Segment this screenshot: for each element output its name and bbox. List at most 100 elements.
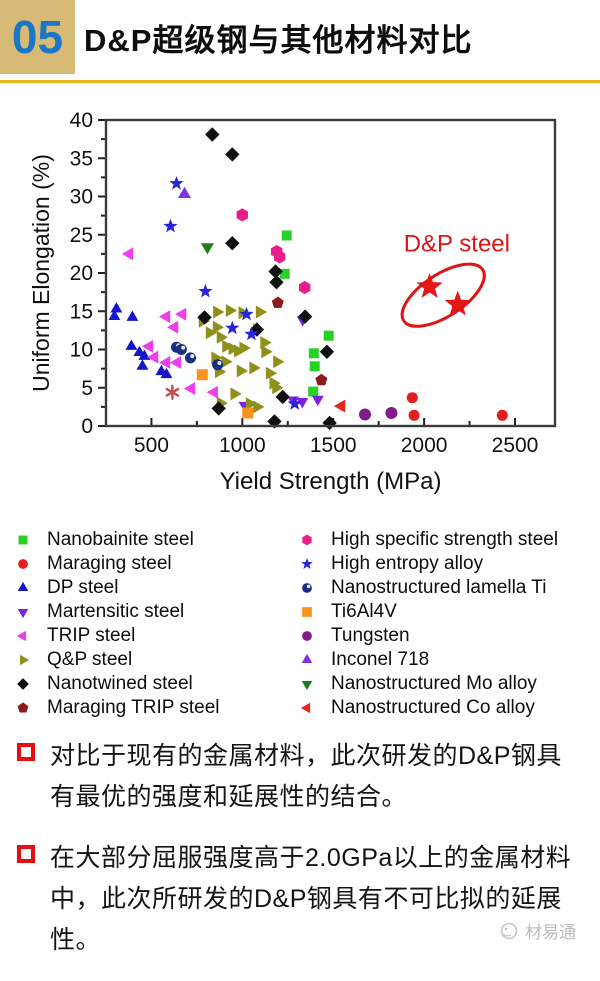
data-point: [212, 359, 224, 371]
data-point: [309, 361, 320, 372]
data-point: [165, 384, 180, 400]
data-point: [315, 373, 328, 386]
header-number: 05: [11, 11, 64, 63]
hsss-marker-icon: [302, 534, 312, 546]
legend-item-maraging: Maraging steel: [15, 552, 285, 576]
series-maraging: [406, 392, 508, 421]
legend-column-right: High specific strength steel High entropy…: [299, 528, 594, 720]
legend-item-ti64: Ti6Al4V: [299, 600, 594, 624]
legend-item-tungsten: Tungsten: [299, 624, 594, 648]
data-point: [205, 127, 220, 142]
nanotwined-marker-icon: [17, 678, 29, 690]
data-point: [198, 283, 213, 298]
data-point: [496, 409, 508, 421]
legend-item-martensitic: Martensitic steel: [15, 600, 285, 624]
inconel-marker-icon: [301, 653, 313, 664]
data-point: [236, 364, 248, 378]
x-tick-label: 500: [134, 434, 169, 457]
ti64-marker-icon: [302, 607, 312, 617]
chart-area: 500 1000 1500 2000 2500 0 5 10 15 20 25 30 35 40 Yield…: [28, 98, 560, 512]
series-dp: [108, 302, 173, 379]
series-asterisk_pt: [165, 384, 180, 400]
series-dp_steel: [416, 273, 471, 316]
data-point: [175, 344, 187, 355]
data-point: [269, 275, 284, 290]
data-point: [141, 339, 154, 353]
x-tick-label: 2000: [401, 434, 448, 457]
data-point: [322, 415, 337, 431]
legend-item-hea: High entropy alloy: [299, 552, 594, 576]
y-tick-label: 20: [70, 262, 93, 285]
data-point: [273, 355, 285, 369]
data-point: [230, 387, 242, 401]
series-ti64: [196, 369, 254, 419]
legend-label: High entropy alloy: [331, 553, 484, 574]
data-point: [267, 414, 282, 429]
y-tick-label: 10: [70, 339, 93, 362]
series-maraging_trip: [271, 296, 328, 386]
hea-marker-icon: [301, 557, 313, 569]
data-point: [159, 356, 171, 369]
data-point: [185, 352, 196, 364]
data-point: [287, 396, 302, 410]
data-point: [249, 361, 261, 375]
dp-marker-icon: [17, 581, 29, 592]
data-point: [242, 407, 254, 419]
trip-marker-icon: [16, 630, 27, 642]
legend-label: Maraging TRIP steel: [47, 697, 220, 718]
data-point: [183, 382, 196, 395]
red-square-bullet-icon: [17, 743, 35, 761]
data-point: [308, 348, 319, 359]
data-point: [311, 395, 324, 407]
y-tick-label: 15: [70, 300, 93, 323]
data-point: [222, 339, 234, 353]
scatter-chart: 500 1000 1500 2000 2500 0 5 10 15 20 25 30 35 40 Yield…: [28, 109, 557, 495]
data-point: [136, 359, 149, 370]
legend-label: Tungsten: [331, 625, 410, 646]
legend-label: Nanostructured Co alloy: [331, 697, 535, 718]
series-hsss: [236, 208, 311, 295]
data-point: [319, 344, 335, 359]
x-tick-label: 1000: [219, 434, 266, 457]
data-point: [225, 320, 240, 335]
y-tick-label: 0: [81, 415, 93, 438]
legend-item-nanobainite: Nanobainite steel: [15, 528, 285, 552]
data-point: [160, 367, 173, 379]
data-point: [212, 320, 224, 334]
dp-steel-annotation-label: D&P steel: [404, 231, 510, 258]
data-point: [281, 230, 292, 241]
watermark-text: 材易通: [525, 923, 576, 942]
legend-item-inconel: Inconel 718: [299, 648, 594, 672]
legend-label: Ti6Al4V: [331, 601, 397, 622]
series-mo: [200, 243, 214, 255]
mo-marker-icon: [301, 680, 313, 691]
maraging-marker-icon: [18, 559, 28, 569]
tungsten-marker-icon: [302, 631, 312, 641]
lamella_ti-marker-icon: [302, 583, 312, 593]
legend-item-dp: DP steel: [15, 576, 285, 600]
series-tungsten: [359, 407, 398, 421]
data-point: [406, 392, 418, 404]
data-point: [205, 326, 218, 340]
legend-item-trip: TRIP steel: [15, 624, 285, 648]
red-square-bullet-icon: [17, 845, 35, 863]
data-point: [221, 355, 233, 369]
data-point: [272, 381, 284, 395]
legend-label: Nanostructured Mo alloy: [331, 673, 537, 694]
data-point: [244, 326, 259, 341]
data-point: [121, 247, 134, 261]
data-point: [245, 397, 258, 411]
y-tick-label: 40: [70, 109, 93, 132]
legend-label: Nanostructured lamella Ti: [331, 577, 547, 598]
y-tick-label: 35: [70, 147, 93, 170]
data-point: [196, 369, 208, 381]
series-trip: [121, 247, 218, 399]
data-point: [206, 385, 218, 399]
x-tick-label: 2500: [492, 434, 539, 457]
page-title: D&P超级钢与其他材料对比: [84, 22, 473, 58]
data-point: [273, 250, 286, 264]
legend-label: Inconel 718: [331, 649, 430, 670]
legend-label: Martensitic steel: [47, 601, 185, 622]
co-marker-icon: [300, 702, 311, 714]
legend-item-qp: Q&P steel: [15, 648, 285, 672]
